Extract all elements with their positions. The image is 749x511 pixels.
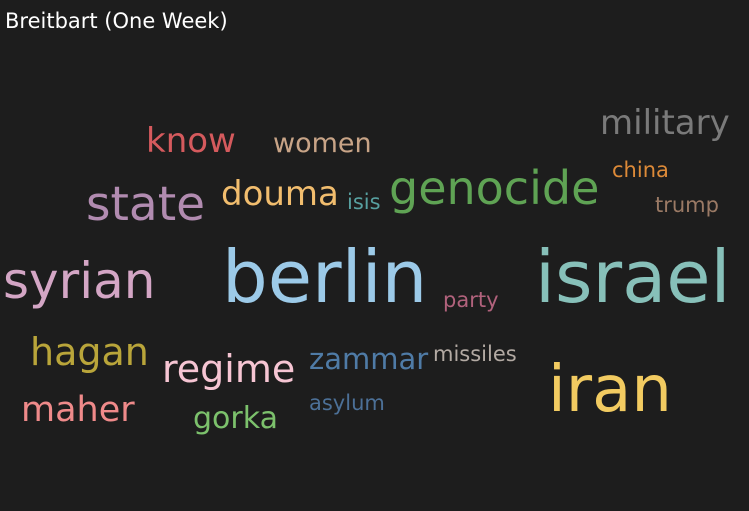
word-zammar[interactable]: zammar xyxy=(309,342,429,376)
word-party[interactable]: party xyxy=(443,288,499,312)
word-israel[interactable]: israel xyxy=(535,235,731,319)
word-know[interactable]: know xyxy=(146,121,236,161)
word-genocide[interactable]: genocide xyxy=(389,161,600,215)
word-trump[interactable]: trump xyxy=(655,193,719,217)
word-asylum[interactable]: asylum xyxy=(309,391,385,415)
word-iran[interactable]: iran xyxy=(548,353,672,427)
word-douma[interactable]: douma xyxy=(221,174,339,214)
word-syrian[interactable]: syrian xyxy=(3,252,156,310)
word-state[interactable]: state xyxy=(86,177,206,232)
word-women[interactable]: women xyxy=(273,128,372,159)
word-missiles[interactable]: missiles xyxy=(433,342,517,366)
word-maher[interactable]: maher xyxy=(21,390,135,430)
word-regime[interactable]: regime xyxy=(162,347,296,391)
word-military[interactable]: military xyxy=(600,103,730,143)
word-isis[interactable]: isis xyxy=(347,190,381,214)
word-gorka[interactable]: gorka xyxy=(193,401,278,436)
word-berlin[interactable]: berlin xyxy=(222,235,428,319)
page-title: Breitbart (One Week) xyxy=(5,9,228,33)
word-china[interactable]: china xyxy=(612,158,669,182)
word-hagan[interactable]: hagan xyxy=(30,330,149,374)
